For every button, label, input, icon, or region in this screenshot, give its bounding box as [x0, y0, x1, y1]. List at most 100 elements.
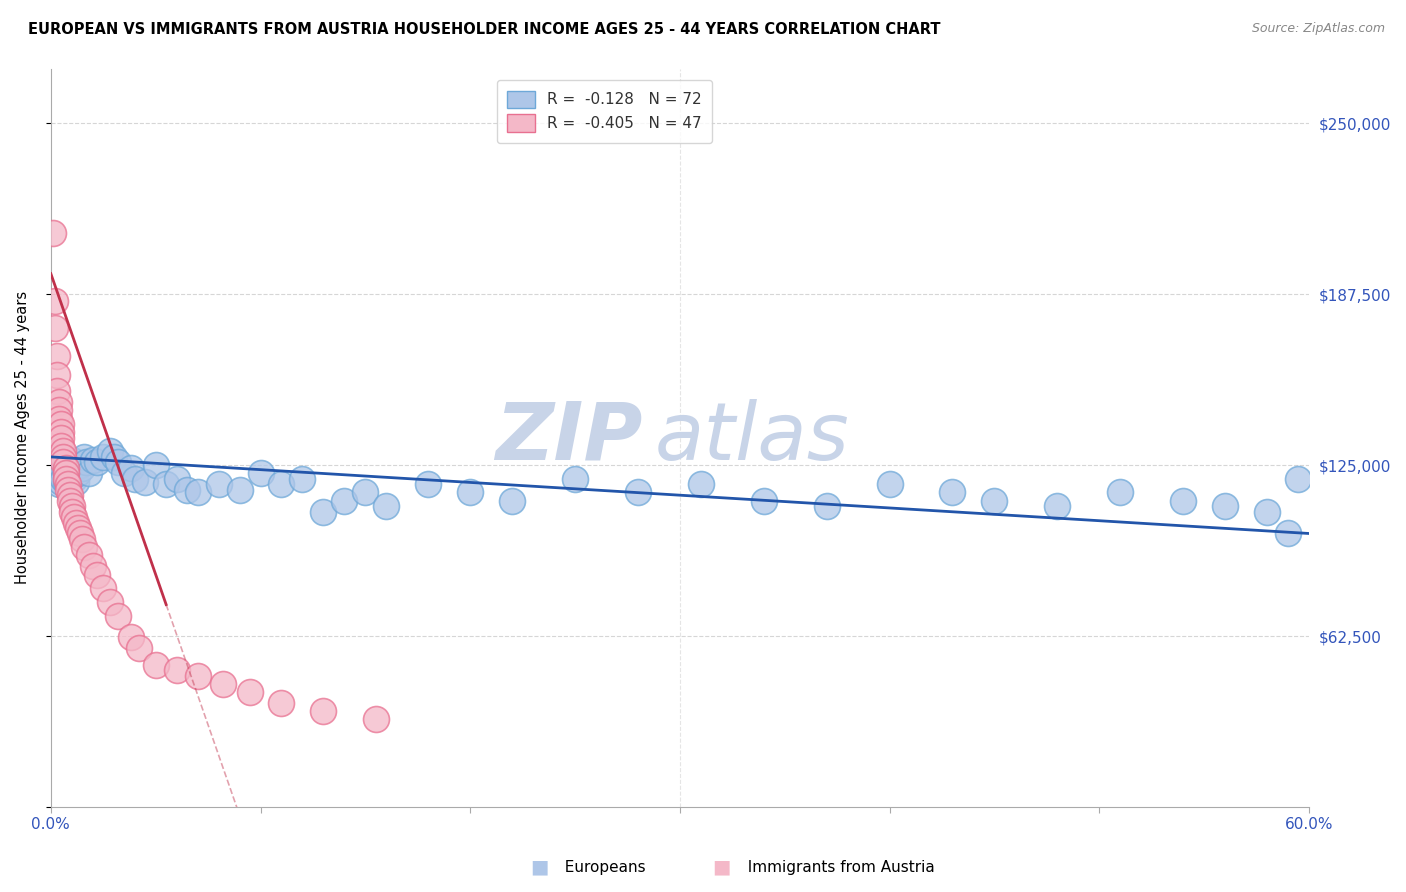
Point [56, 460, 79, 475]
Point [91, 581, 114, 595]
Point [55, 467, 77, 481]
Point [166, 663, 188, 677]
Point [69, 458, 91, 472]
Point [60, 452, 83, 467]
Point [166, 472, 188, 486]
Point [291, 472, 314, 486]
Point [1171, 493, 1194, 508]
Point [52, 472, 75, 486]
Point [128, 641, 150, 656]
Text: Europeans: Europeans [555, 860, 645, 874]
Text: atlas: atlas [655, 399, 849, 476]
Point [46, 384, 69, 399]
Point [176, 483, 198, 497]
Point [42, 226, 65, 240]
Point [76, 455, 98, 469]
Text: Immigrants from Austria: Immigrants from Austria [738, 860, 935, 874]
Point [48, 411, 70, 425]
Point [187, 669, 209, 683]
Point [51, 417, 73, 431]
Point [564, 472, 586, 486]
Point [418, 477, 440, 491]
Point [1256, 505, 1278, 519]
Point [249, 467, 271, 481]
Point [60, 467, 83, 481]
Point [73, 450, 96, 464]
Point [364, 713, 387, 727]
Point [59, 493, 82, 508]
Text: Source: ZipAtlas.com: Source: ZipAtlas.com [1251, 22, 1385, 36]
Point [56, 483, 79, 497]
Point [55, 472, 77, 486]
Point [312, 505, 335, 519]
Point [73, 540, 96, 554]
Point [52, 455, 75, 469]
Point [44, 321, 66, 335]
Point [103, 450, 125, 464]
Point [60, 499, 83, 513]
Point [689, 477, 711, 491]
Text: ■: ■ [713, 857, 731, 877]
Legend: R =  -0.128   N = 72, R =  -0.405   N = 47: R = -0.128 N = 72, R = -0.405 N = 47 [496, 80, 713, 143]
Point [56, 477, 79, 491]
Point [375, 499, 398, 513]
Point [51, 425, 73, 440]
Point [270, 696, 292, 710]
Point [59, 472, 82, 486]
Point [1109, 485, 1132, 500]
Point [77, 467, 100, 481]
Point [46, 458, 69, 472]
Point [627, 485, 650, 500]
Text: ■: ■ [530, 857, 548, 877]
Point [354, 485, 377, 500]
Point [145, 657, 167, 672]
Point [51, 439, 73, 453]
Point [86, 455, 108, 469]
Point [69, 526, 91, 541]
Point [52, 444, 75, 458]
Text: ZIP: ZIP [495, 399, 643, 476]
Point [44, 293, 66, 308]
Point [67, 521, 90, 535]
Point [48, 403, 70, 417]
Point [134, 475, 156, 489]
Point [98, 444, 121, 458]
Point [187, 485, 209, 500]
Point [52, 464, 75, 478]
Point [501, 493, 523, 508]
Point [51, 431, 73, 445]
Point [72, 460, 94, 475]
Point [124, 472, 146, 486]
Point [65, 475, 87, 489]
Point [112, 467, 135, 481]
Point [98, 595, 121, 609]
Point [46, 349, 69, 363]
Point [107, 608, 129, 623]
Point [51, 475, 73, 489]
Point [55, 467, 77, 481]
Point [82, 452, 104, 467]
Point [120, 460, 142, 475]
Point [145, 458, 167, 472]
Point [1286, 472, 1309, 486]
Point [51, 469, 73, 483]
Point [458, 485, 481, 500]
Point [120, 631, 142, 645]
Point [77, 549, 100, 563]
Point [67, 467, 90, 481]
Point [983, 493, 1005, 508]
Point [48, 395, 70, 409]
Point [879, 477, 901, 491]
Point [44, 444, 66, 458]
Point [52, 450, 75, 464]
Point [63, 472, 86, 486]
Point [1213, 499, 1236, 513]
Point [52, 455, 75, 469]
Y-axis label: Householder Income Ages 25 - 44 years: Householder Income Ages 25 - 44 years [15, 291, 30, 584]
Point [65, 460, 87, 475]
Point [59, 488, 82, 502]
Point [46, 368, 69, 382]
Point [107, 455, 129, 469]
Point [48, 450, 70, 464]
Point [752, 493, 775, 508]
